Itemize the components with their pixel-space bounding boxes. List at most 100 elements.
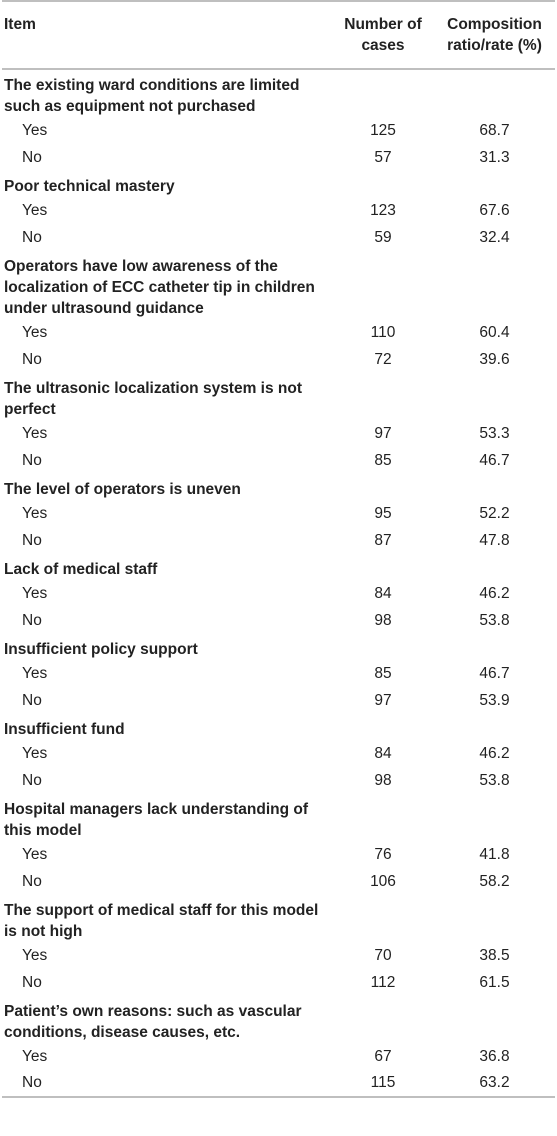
table-row: No 106 58.2 xyxy=(2,868,555,895)
row-ratio: 39.6 xyxy=(479,350,510,368)
table-row: Yes 84 46.2 xyxy=(2,580,555,607)
section-row: Poor technical mastery xyxy=(2,171,555,197)
section-row: Patient’s own reasons: such as vascular … xyxy=(2,996,555,1043)
row-label: No xyxy=(22,531,42,549)
header-number-of-cases: Number of cases xyxy=(332,0,434,70)
table-row: Yes 95 52.2 xyxy=(2,500,555,527)
row-label: Yes xyxy=(22,424,48,442)
row-cases: 59 xyxy=(374,228,392,246)
section-title-text: Patient’s own reasons: such as vascular … xyxy=(4,1003,302,1041)
table-row: No 59 32.4 xyxy=(2,224,555,251)
section-row: Hospital managers lack understanding of … xyxy=(2,794,555,841)
section-title: Lack of medical staff xyxy=(2,554,555,580)
header-cases-line1: Number of xyxy=(344,16,422,33)
row-ratio: 60.4 xyxy=(479,323,510,341)
section-title: Hospital managers lack understanding of … xyxy=(2,794,555,841)
row-label: No xyxy=(22,148,42,166)
row-ratio: 46.7 xyxy=(479,451,510,469)
row-cases: 110 xyxy=(370,323,396,341)
header-ratio-line2: ratio/rate (%) xyxy=(447,37,542,54)
row-cases: 57 xyxy=(374,148,392,166)
table-row: No 98 53.8 xyxy=(2,767,555,794)
section-row: The existing ward conditions are limited… xyxy=(2,69,555,117)
section-title: Poor technical mastery xyxy=(2,171,555,197)
row-ratio: 46.2 xyxy=(479,584,510,602)
table-row: No 57 31.3 xyxy=(2,144,555,171)
row-label: No xyxy=(22,228,42,246)
row-cases: 97 xyxy=(374,691,392,709)
row-label: Yes xyxy=(22,201,48,219)
table-row: Yes 125 68.7 xyxy=(2,117,555,144)
row-label: Yes xyxy=(22,1047,48,1065)
row-cases: 72 xyxy=(374,350,392,368)
row-ratio: 58.2 xyxy=(479,872,510,890)
header-ratio-line1: Composition xyxy=(447,16,542,33)
section-title-text: The existing ward conditions are limited… xyxy=(4,77,300,115)
row-ratio: 53.9 xyxy=(479,691,510,709)
row-cases: 98 xyxy=(374,611,392,629)
section-title: Patient’s own reasons: such as vascular … xyxy=(2,996,555,1043)
row-ratio: 46.7 xyxy=(479,664,510,682)
table-row: No 115 63.2 xyxy=(2,1070,555,1098)
row-cases: 106 xyxy=(370,872,396,890)
row-label: No xyxy=(22,350,42,368)
row-ratio: 63.2 xyxy=(434,1070,555,1098)
table-row: Yes 76 41.8 xyxy=(2,841,555,868)
row-cases: 84 xyxy=(374,744,392,762)
row-cases: 125 xyxy=(370,121,396,139)
row-label: Yes xyxy=(22,323,48,341)
row-label: Yes xyxy=(22,946,48,964)
table-row: Yes 97 53.3 xyxy=(2,420,555,447)
row-ratio: 32.4 xyxy=(479,228,510,246)
row-label: No xyxy=(22,872,42,890)
row-ratio: 52.2 xyxy=(479,504,510,522)
section-row: Operators have low awareness of the loca… xyxy=(2,251,555,319)
row-cases: 97 xyxy=(374,424,392,442)
section-title-text: The level of operators is uneven xyxy=(4,481,241,498)
section-title: Insufficient policy support xyxy=(2,634,555,660)
header-row: Item Number of cases Composition ratio/r… xyxy=(2,0,555,70)
section-title: The level of operators is uneven xyxy=(2,474,555,500)
section-title-text: Hospital managers lack understanding of … xyxy=(4,801,309,839)
row-cases: 85 xyxy=(374,664,392,682)
row-label: No xyxy=(2,1070,332,1098)
row-ratio: 31.3 xyxy=(479,148,510,166)
table-row: No 87 47.8 xyxy=(2,527,555,554)
row-label: Yes xyxy=(22,744,48,762)
row-cases: 123 xyxy=(370,201,396,219)
row-ratio: 61.5 xyxy=(479,973,510,991)
section-row: Insufficient fund xyxy=(2,714,555,740)
table-row: No 72 39.6 xyxy=(2,346,555,373)
section-title: The existing ward conditions are limited… xyxy=(2,69,555,117)
row-label: No xyxy=(22,691,42,709)
table-row: Yes 85 46.7 xyxy=(2,660,555,687)
header-cases-line2: cases xyxy=(361,37,405,54)
row-ratio: 46.2 xyxy=(479,744,510,762)
section-title: The support of medical staff for this mo… xyxy=(2,895,555,942)
row-ratio: 47.8 xyxy=(479,531,510,549)
section-row: Lack of medical staff xyxy=(2,554,555,580)
row-label: No xyxy=(22,451,42,469)
table-row: No 112 61.5 xyxy=(2,969,555,996)
table-row: Yes 84 46.2 xyxy=(2,740,555,767)
section-title-text: The support of medical staff for this mo… xyxy=(4,902,319,940)
header-item: Item xyxy=(2,0,332,70)
section-title-text: Poor technical mastery xyxy=(4,178,175,195)
row-ratio: 36.8 xyxy=(479,1047,510,1065)
row-cases: 98 xyxy=(374,771,392,789)
row-cases: 115 xyxy=(332,1070,434,1098)
row-ratio: 38.5 xyxy=(479,946,510,964)
row-cases: 87 xyxy=(374,531,392,549)
table-row: No 98 53.8 xyxy=(2,607,555,634)
table-row: Yes 67 36.8 xyxy=(2,1043,555,1070)
row-cases: 85 xyxy=(374,451,392,469)
row-cases: 76 xyxy=(374,845,392,863)
row-cases: 84 xyxy=(374,584,392,602)
table-row: Yes 123 67.6 xyxy=(2,197,555,224)
row-label: No xyxy=(22,771,42,789)
section-title-text: Insufficient policy support xyxy=(4,641,198,658)
section-row: The ultrasonic localization system is no… xyxy=(2,373,555,420)
table-row: Yes 70 38.5 xyxy=(2,942,555,969)
section-title: Insufficient fund xyxy=(2,714,555,740)
section-title-text: The ultrasonic localization system is no… xyxy=(4,380,303,418)
